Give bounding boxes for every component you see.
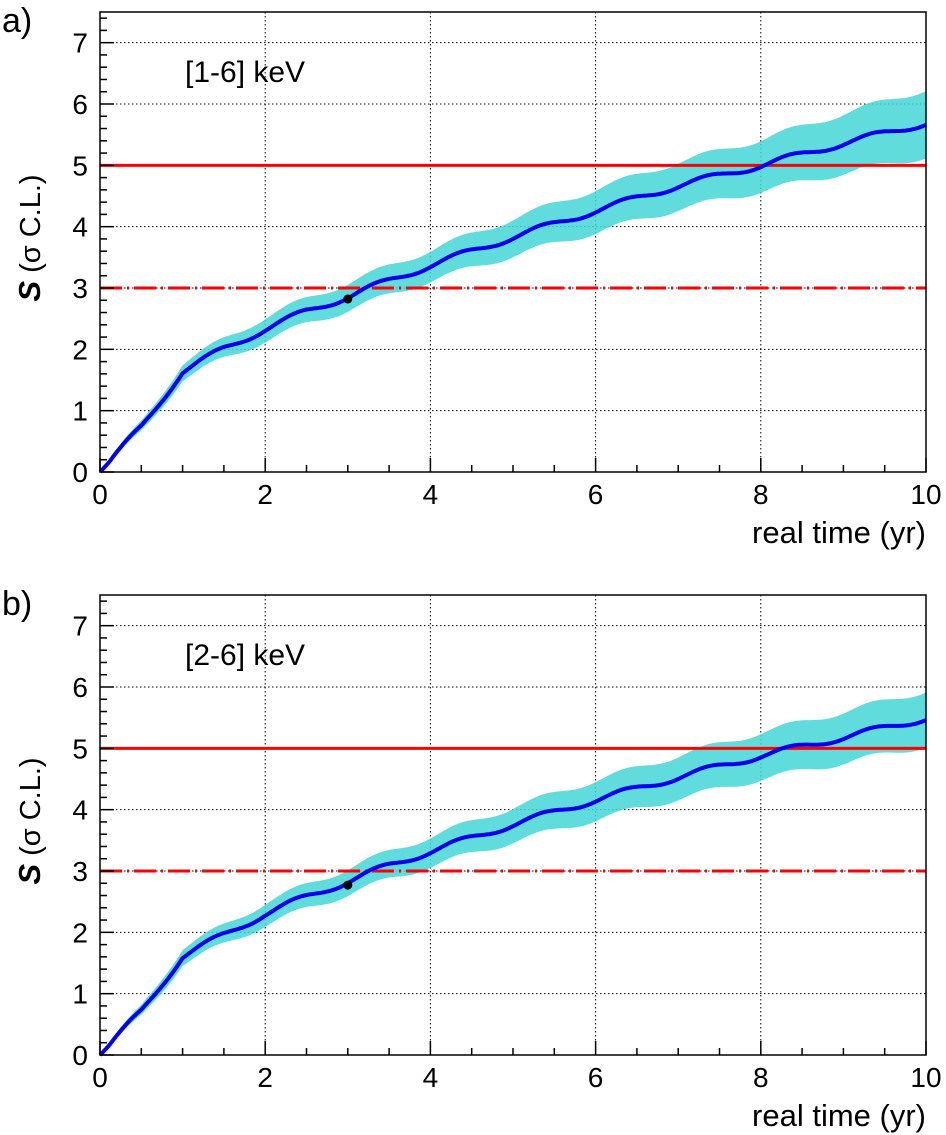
chart-panel-b: 0 2 4 6 8 10 0 1 2 3 4 5 6 7 b) [2-6] keV real time (yr)… <box>2 585 942 1133</box>
panel-a-uncertainty-band <box>100 91 926 472</box>
panel-a-ytick-label-7: 7 <box>72 28 88 59</box>
panel-b-uncertainty-band <box>100 692 926 1055</box>
panel-b-ylabel: S (σ C.L.) <box>12 757 47 884</box>
panel-b-ytick-label-4: 4 <box>72 795 88 826</box>
panel-a-ytick-label-1: 1 <box>72 396 88 427</box>
panel-b-marker-point <box>343 880 353 890</box>
panel-b-series-line <box>98 718 927 1057</box>
panel-a-ytick-label-2: 2 <box>72 334 88 365</box>
chart-panel-a: 0 2 4 6 8 10 0 1 2 3 4 5 6 7 a) [1-6] keV real time (yr)… <box>2 2 942 550</box>
panel-b-tag: b) <box>2 585 32 623</box>
panel-a-marker-point <box>343 294 353 304</box>
panel-a-xlabel: real time (yr) <box>752 515 926 550</box>
panel-b-xtick-label-1: 2 <box>257 1062 273 1093</box>
panel-a-ylabel: S (σ C.L.) <box>12 174 47 301</box>
panel-b-xtick-label-3: 6 <box>588 1062 604 1093</box>
panel-b-ytick-label-6: 6 <box>72 672 88 703</box>
panel-b-ytick-label-3: 3 <box>72 856 88 887</box>
panel-a-ytick-label-0: 0 <box>72 457 88 488</box>
panel-a-xtick-label-2: 4 <box>423 479 439 510</box>
panel-b-ytick-label-2: 2 <box>72 917 88 948</box>
panel-a-ytick-label-6: 6 <box>72 89 88 120</box>
panel-a-ytick-label-4: 4 <box>72 212 88 243</box>
panel-a-ytick-label-5: 5 <box>72 150 88 181</box>
panel-b-xtick-label-0: 0 <box>92 1062 108 1093</box>
panel-b-ytick-label-7: 7 <box>72 611 88 642</box>
panel-b-xtick-label-5: 10 <box>910 1062 941 1093</box>
panel-a-tag: a) <box>2 2 32 40</box>
panel-a-ytick-label-3: 3 <box>72 273 88 304</box>
panel-b-xtick-label-4: 8 <box>753 1062 769 1093</box>
panel-b-annotation: [2-6] keV <box>185 639 305 672</box>
panel-a-xtick-label-4: 8 <box>753 479 769 510</box>
panel-b-ytick-label-1: 1 <box>72 979 88 1010</box>
panel-a-ylabel-symbol: S <box>12 281 47 302</box>
panel-a-annotation: [1-6] keV <box>185 56 305 89</box>
panel-b-ytick-label-0: 0 <box>72 1040 88 1071</box>
panel-b-xlabel: real time (yr) <box>752 1098 926 1133</box>
panel-b-ylabel-unit: (σ C.L.) <box>15 757 47 855</box>
panel-a-xtick-label-3: 6 <box>588 479 604 510</box>
panel-a-xtick-label-0: 0 <box>92 479 108 510</box>
panel-a-xtick-label-5: 10 <box>910 479 941 510</box>
panel-b-ytick-label-5: 5 <box>72 733 88 764</box>
panel-a-series-line <box>98 122 927 474</box>
panel-b-ylabel-symbol: S <box>12 864 47 885</box>
panel-a-ylabel-unit: (σ C.L.) <box>15 174 47 272</box>
panel-a-xtick-label-1: 2 <box>257 479 273 510</box>
panel-b-xtick-label-2: 4 <box>423 1062 439 1093</box>
